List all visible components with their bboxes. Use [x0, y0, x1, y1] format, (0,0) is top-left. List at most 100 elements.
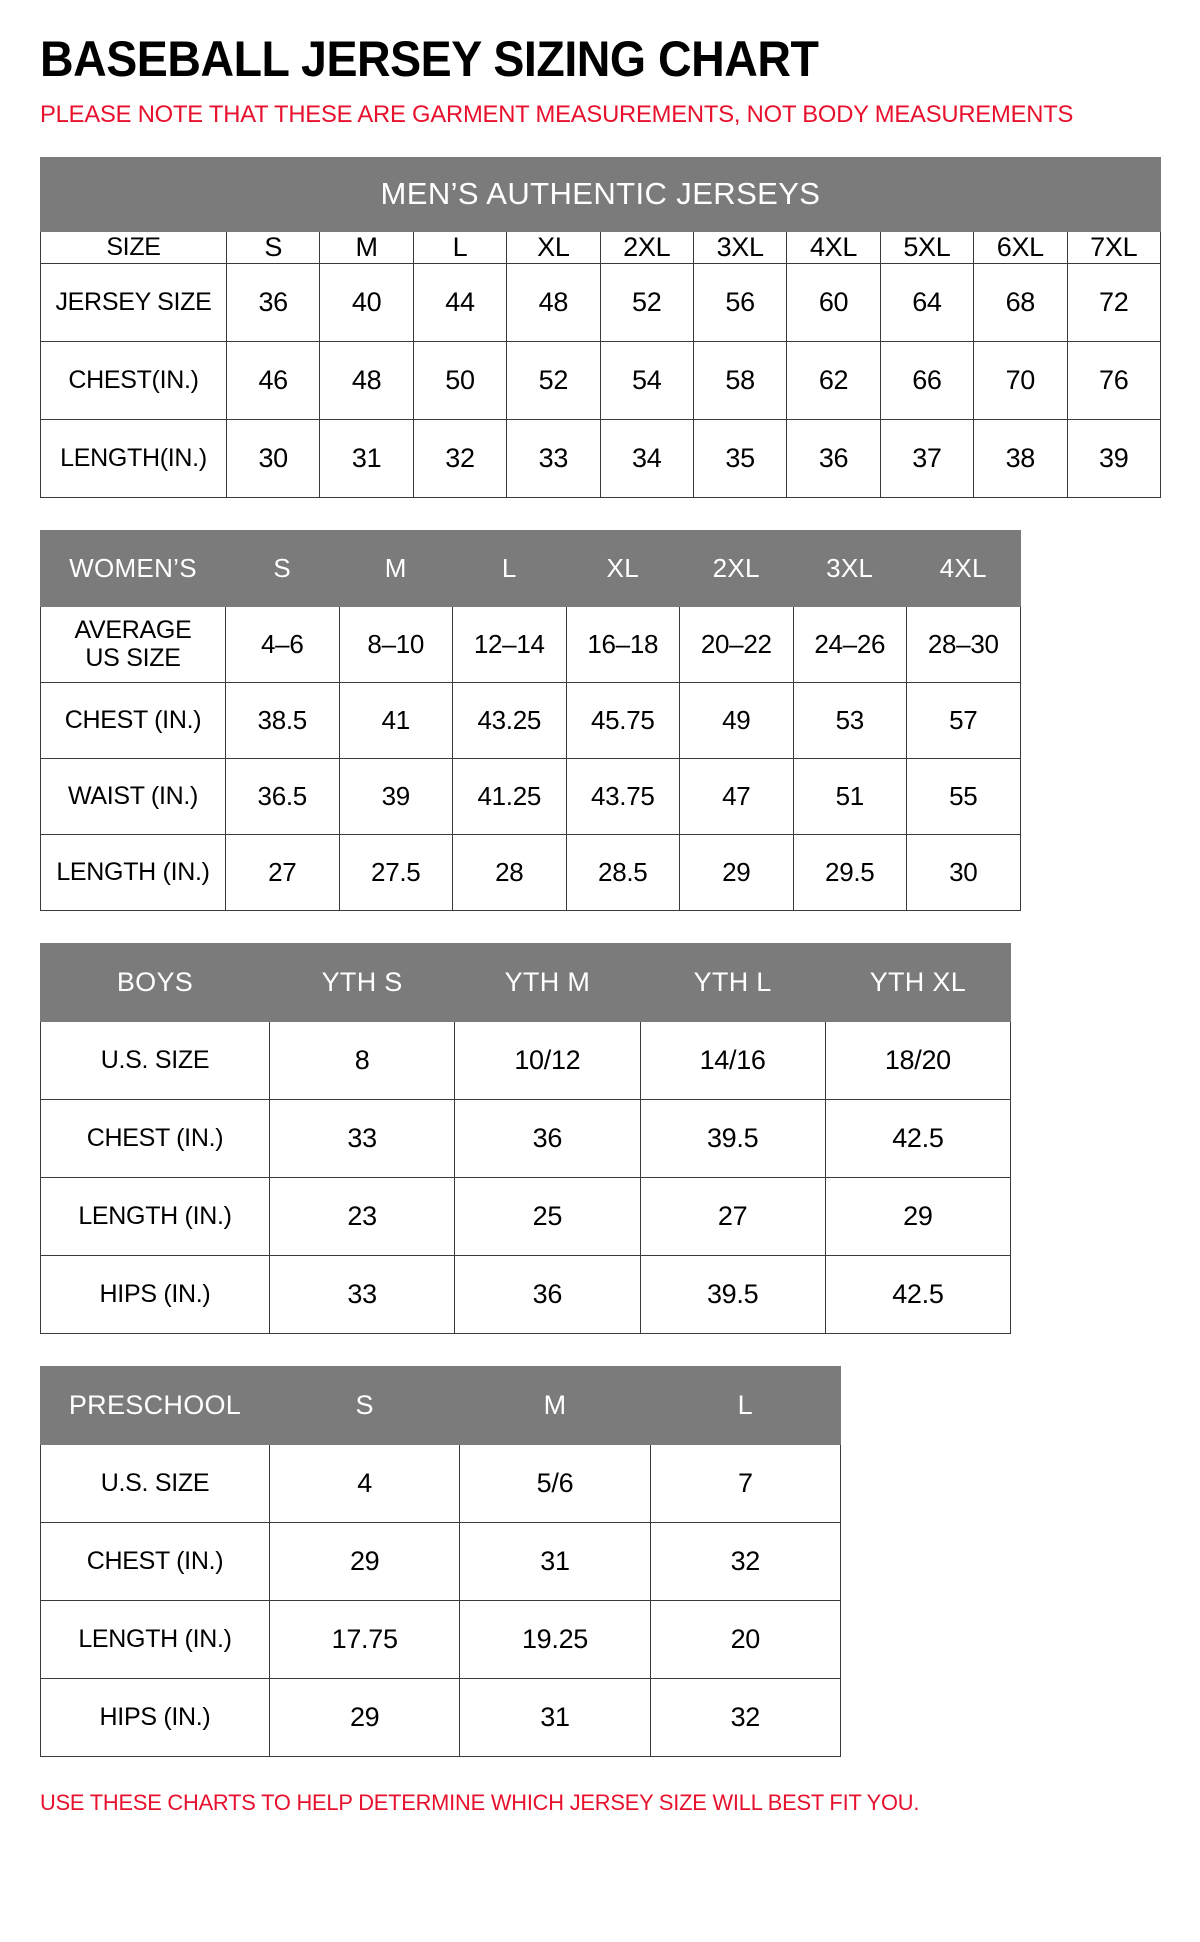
preschool-row-label: U.S. SIZE [40, 1443, 270, 1523]
boys-cell: 23 [268, 1176, 456, 1256]
preschool-corner-label: PRESCHOOL [40, 1365, 270, 1445]
preschool-cell: 32 [649, 1677, 841, 1757]
boys-column-header: YTH L [639, 942, 826, 1022]
womens-cell: 55 [906, 757, 1021, 835]
mens-cell: 48 [506, 262, 601, 342]
table-row: HIPS (IN.) 33 36 39.5 42.5 [40, 1254, 1012, 1334]
boys-sizing-table: BOYS YTH S YTH M YTH L YTH XL U.S. SIZE 8 10/12… [40, 942, 1012, 1334]
womens-column-header: M [338, 529, 453, 607]
page-title: BASEBALL JERSEY SIZING CHART [40, 31, 819, 87]
mens-cell: 52 [506, 340, 601, 420]
mens-cell: 72 [1066, 262, 1161, 342]
table-row: LENGTH (IN.) 23 25 27 29 [40, 1176, 1012, 1256]
preschool-sizing-table: PRESCHOOL S M L U.S. SIZE 4 5/6 7 CHEST (IN.) 29 3… [40, 1365, 841, 1757]
table-row: WAIST (IN.) 36.5 39 41.25 43.75 47 51 55 [40, 757, 1021, 835]
mens-banner-title: MEN’S AUTHENTIC JERSEYS [40, 156, 1161, 232]
mens-cell: 70 [973, 340, 1068, 420]
womens-row-label: WAIST (IN.) [40, 757, 226, 835]
mens-cell: 44 [412, 262, 508, 342]
mens-cell: 35 [692, 418, 788, 498]
womens-corner-label: WOMEN’S [40, 529, 226, 607]
preschool-cell: 5/6 [459, 1443, 651, 1523]
preschool-cell: 31 [459, 1521, 651, 1601]
preschool-table-body: PRESCHOOL S M L U.S. SIZE 4 5/6 7 CHEST (IN.) 29 3… [40, 1365, 841, 1757]
mens-cell: 37 [879, 418, 975, 498]
womens-cell: 29 [679, 833, 794, 911]
womens-column-header: L [452, 529, 567, 607]
boys-column-header: YTH S [268, 942, 456, 1022]
preschool-header-row: PRESCHOOL S M L [40, 1365, 841, 1445]
mens-cell: 76 [1066, 340, 1161, 420]
mens-cell: 40 [319, 262, 414, 342]
mens-sizing-table: MEN’S AUTHENTIC JERSEYS SIZE S M L XL 2XL 3XL 4X… [40, 156, 1161, 498]
boys-column-header: YTH M [454, 942, 641, 1022]
sizing-chart-page: BASEBALL JERSEY SIZING CHART PLEASE NOTE… [40, 31, 1161, 1815]
boys-cell: 14/16 [639, 1020, 826, 1100]
womens-cell: 41 [338, 681, 453, 759]
boys-row-label: CHEST (IN.) [40, 1098, 270, 1178]
preschool-cell: 17.75 [268, 1599, 461, 1679]
boys-column-header: YTH XL [824, 942, 1012, 1022]
womens-cell: 20–22 [679, 605, 794, 683]
mens-cell: 36 [225, 262, 321, 342]
womens-cell: 51 [792, 757, 907, 835]
mens-column-header: S [225, 230, 321, 264]
boys-corner-label: BOYS [40, 942, 270, 1022]
mens-column-header: 3XL [692, 230, 788, 264]
preschool-cell: 20 [649, 1599, 841, 1679]
mens-column-header: L [412, 230, 508, 264]
boys-row-label: U.S. SIZE [40, 1020, 270, 1100]
womens-cell: 28–30 [906, 605, 1021, 683]
mens-cell: 60 [786, 262, 881, 342]
table-row: LENGTH(IN.) 30 31 32 33 34 35 36 37 38 39 [40, 418, 1161, 498]
preschool-column-header: S [268, 1365, 461, 1445]
footer-note: USE THESE CHARTS TO HELP DETERMINE WHICH… [40, 1789, 920, 1815]
womens-cell: 12–14 [452, 605, 567, 683]
boys-cell: 39.5 [639, 1098, 826, 1178]
womens-row-label-line1: AVERAGE [74, 616, 192, 645]
mens-cell: 38 [973, 418, 1068, 498]
boys-row-label: LENGTH (IN.) [40, 1176, 270, 1256]
mens-cell: 50 [412, 340, 508, 420]
mens-column-header: 7XL [1066, 230, 1161, 264]
womens-column-header: 2XL [679, 529, 794, 607]
table-row: LENGTH (IN.) 27 27.5 28 28.5 29 29.5 30 [40, 833, 1021, 911]
womens-cell: 24–26 [792, 605, 907, 683]
preschool-column-header: M [459, 1365, 651, 1445]
womens-row-label: LENGTH (IN.) [40, 833, 226, 911]
table-row: CHEST (IN.) 38.5 41 43.25 45.75 49 53 57 [40, 681, 1021, 759]
boys-cell: 25 [454, 1176, 641, 1256]
preschool-cell: 32 [649, 1521, 841, 1601]
womens-cell: 41.25 [452, 757, 567, 835]
preschool-column-header: L [649, 1365, 841, 1445]
mens-column-header: 2XL [599, 230, 694, 264]
boys-cell: 10/12 [454, 1020, 641, 1100]
mens-cell: 31 [319, 418, 414, 498]
mens-banner-row: MEN’S AUTHENTIC JERSEYS [40, 156, 1161, 232]
womens-cell: 27.5 [338, 833, 453, 911]
womens-cell: 8–10 [338, 605, 453, 683]
boys-cell: 42.5 [824, 1254, 1012, 1334]
boys-cell: 36 [454, 1254, 641, 1334]
table-row: CHEST (IN.) 33 36 39.5 42.5 [40, 1098, 1012, 1178]
table-row: CHEST (IN.) 29 31 32 [40, 1521, 841, 1601]
womens-cell: 43.75 [565, 757, 680, 835]
womens-cell: 53 [792, 681, 907, 759]
table-row: AVERAGE US SIZE 4–6 8–10 12–14 16–18 20–22 24–2… [40, 605, 1021, 683]
womens-cell: 43.25 [452, 681, 567, 759]
womens-column-header: S [225, 529, 340, 607]
boys-cell: 29 [824, 1176, 1012, 1256]
mens-cell: 52 [599, 262, 694, 342]
table-row: LENGTH (IN.) 17.75 19.25 20 [40, 1599, 841, 1679]
preschool-cell: 7 [649, 1443, 841, 1523]
womens-cell: 28.5 [565, 833, 680, 911]
boys-cell: 27 [639, 1176, 826, 1256]
preschool-cell: 29 [268, 1521, 461, 1601]
mens-cell: 32 [412, 418, 508, 498]
mens-header-row: SIZE S M L XL 2XL 3XL 4XL 5XL 6XL 7XL [40, 230, 1161, 264]
mens-corner-label: SIZE [40, 230, 227, 264]
mens-row-label: CHEST(IN.) [40, 340, 227, 420]
preschool-cell: 31 [459, 1677, 651, 1757]
mens-cell: 66 [879, 340, 975, 420]
mens-row-label: LENGTH(IN.) [40, 418, 227, 498]
